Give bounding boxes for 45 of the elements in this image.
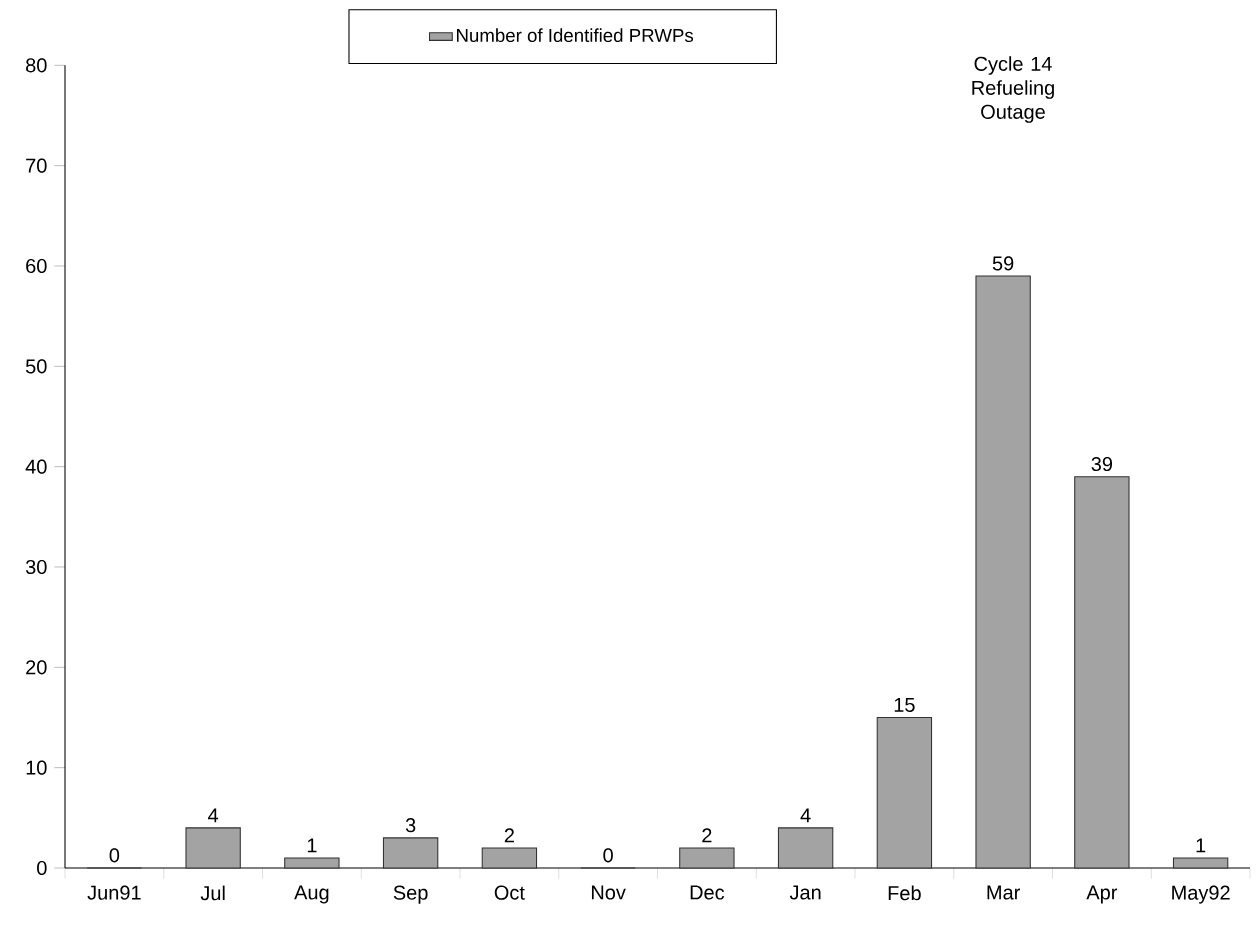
bar [284,857,340,869]
x-tick-label: Aug [294,885,329,904]
x-tick-label: Dec [690,885,725,900]
y-tick-label: 60 [26,258,47,274]
x-tick-label: Oct [494,885,525,900]
y-tick-label: 50 [25,359,47,374]
y-tick-label: 40 [25,459,47,474]
bar [679,847,735,869]
data-label: 15 [894,697,915,712]
bar [1074,476,1130,869]
bar [382,837,439,869]
bar [1172,857,1229,869]
x-tick-label: Jan [789,885,821,900]
legend-label: Number of Identified PRWPs [457,28,694,43]
y-tick-label: 80 [26,58,47,73]
x-tick-label: Sep [393,885,428,904]
y-tick-label: 0 [37,860,47,876]
bar [185,827,241,869]
y-tick-label: 20 [26,660,47,675]
data-label: 3 [405,818,416,833]
y-tick-label: 30 [25,559,47,575]
x-tick-label: May92 [1172,885,1230,904]
bar [876,716,933,869]
bar [481,847,538,869]
bar [777,827,834,869]
x-tick-label: Apr [1086,885,1118,904]
annotation: Cycle 14 Refueling Outage [972,56,1054,123]
bar [975,275,1031,869]
x-tick-label: Jun91 [87,885,141,900]
data-label: 1 [1196,838,1206,853]
x-tick-label: Nov [591,885,626,900]
data-label: 39 [1091,456,1113,472]
data-label: 4 [208,808,219,823]
data-label: 1 [307,838,317,853]
data-label: 4 [800,808,811,823]
data-label: 2 [504,828,514,843]
y-tick-label: 10 [26,760,47,775]
data-label: 59 [992,256,1014,271]
x-tick-label: Mar [987,885,1020,900]
data-label: 0 [109,848,120,863]
y-tick-label: 70 [26,158,47,173]
x-tick-label: Feb [888,885,921,901]
x-tick-label: Jul [200,885,225,901]
data-label: 0 [603,848,613,863]
data-label: 2 [702,828,712,843]
